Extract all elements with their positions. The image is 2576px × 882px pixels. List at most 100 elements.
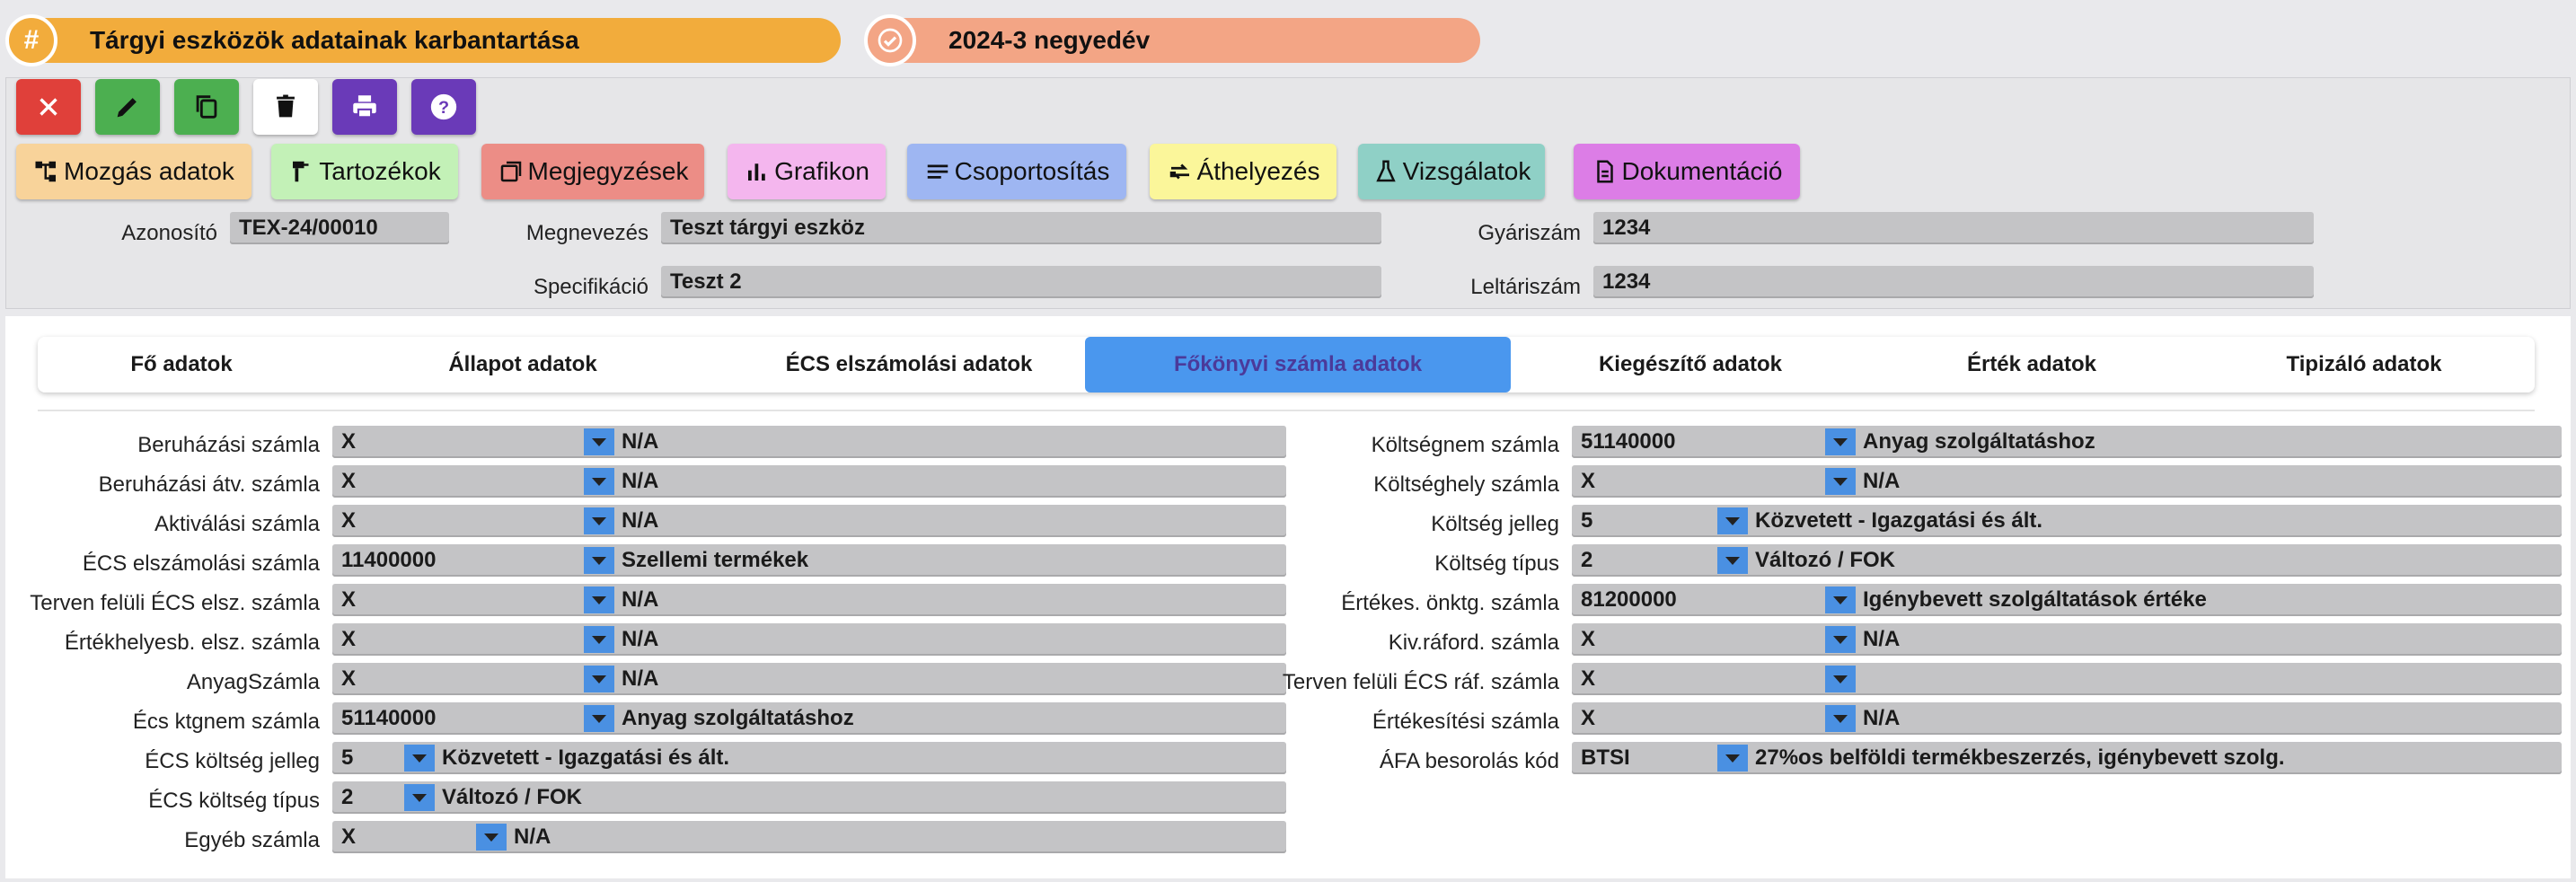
account-select[interactable]: X N/A xyxy=(332,465,1286,498)
serial-number-field[interactable]: 1234 xyxy=(1593,212,2314,244)
dropdown-arrow-icon[interactable] xyxy=(476,824,507,851)
dropdown-arrow-icon[interactable] xyxy=(1825,587,1856,613)
tab-status-data[interactable]: Állapot adatok xyxy=(448,352,597,376)
account-row-label: Költségnem számla xyxy=(1371,433,1559,457)
help-button[interactable]: ? xyxy=(411,79,476,135)
dropdown-arrow-icon[interactable] xyxy=(1825,626,1856,653)
documentation-label: Dokumentáció xyxy=(1621,157,1783,185)
account-select[interactable]: X N/A xyxy=(1572,623,2562,656)
tab-divider xyxy=(38,410,2535,411)
dropdown-arrow-icon[interactable] xyxy=(1825,666,1856,692)
dropdown-arrow-icon[interactable] xyxy=(404,784,435,811)
bar-chart-icon xyxy=(748,163,765,181)
inspections-button[interactable]: Vizsgálatok xyxy=(1358,144,1545,199)
tab-main-data[interactable]: Fő adatok xyxy=(130,352,233,376)
dropdown-arrow-icon[interactable] xyxy=(584,666,614,692)
accessories-button[interactable]: Tartozékok xyxy=(271,144,458,199)
tab-typing-data[interactable]: Tipizáló adatok xyxy=(2286,352,2442,376)
close-icon xyxy=(40,98,57,116)
account-select[interactable]: BTSI 27%os belföldi termékbeszerzés, igén… xyxy=(1572,742,2562,774)
dropdown-arrow-icon[interactable] xyxy=(584,587,614,613)
account-select[interactable]: X N/A xyxy=(332,505,1286,537)
notes-button[interactable]: Megjegyzések xyxy=(481,144,704,199)
account-select[interactable]: X N/A xyxy=(332,821,1286,853)
account-select[interactable]: 11400000 Szellemi termékek xyxy=(332,544,1286,577)
account-select[interactable]: 2 Változó / FOK xyxy=(332,781,1286,814)
account-code: X xyxy=(341,627,357,651)
movement-data-label: Mozgás adatok xyxy=(64,157,234,185)
asset-id-field[interactable]: TEX-24/00010 xyxy=(230,212,449,244)
delete-button[interactable] xyxy=(253,79,318,135)
dropdown-arrow-icon[interactable] xyxy=(1717,507,1748,534)
dropdown-arrow-icon[interactable] xyxy=(584,626,614,653)
account-code: X xyxy=(341,666,357,691)
account-select[interactable]: 51140000 Anyag szolgáltatáshoz xyxy=(332,702,1286,735)
account-row-label: Kiv.ráford. számla xyxy=(1388,631,1559,655)
edit-button[interactable] xyxy=(95,79,160,135)
account-select[interactable]: X N/A xyxy=(332,663,1286,695)
account-code: 5 xyxy=(341,745,354,770)
dropdown-arrow-icon[interactable] xyxy=(1825,705,1856,732)
dropdown-arrow-icon[interactable] xyxy=(584,547,614,574)
account-description: N/A xyxy=(622,429,659,454)
asset-id-label: Azonosító xyxy=(121,221,217,245)
account-select[interactable]: 51140000 Anyag szolgáltatáshoz xyxy=(1572,426,2562,458)
check-badge-icon xyxy=(864,14,916,66)
account-select[interactable]: X N/A xyxy=(332,584,1286,616)
account-select[interactable]: 5 Közvetett - Igazgatási és ált. xyxy=(332,742,1286,774)
dropdown-arrow-icon[interactable] xyxy=(584,507,614,534)
documentation-button[interactable]: Dokumentáció xyxy=(1574,144,1800,199)
svg-text:?: ? xyxy=(438,98,449,118)
asset-name-field[interactable]: Teszt tárgyi eszköz xyxy=(661,212,1381,244)
account-code: X xyxy=(341,825,357,849)
account-select[interactable]: X N/A xyxy=(332,623,1286,656)
account-select[interactable]: 81200000 Igénybevett szolgáltatások érték… xyxy=(1572,584,2562,616)
account-row-label: Beruházási számla xyxy=(137,433,320,457)
relocation-label: Áthelyezés xyxy=(1196,157,1320,185)
account-row-label: Költséghely számla xyxy=(1373,472,1559,497)
account-row-label: Terven felüli ÉCS ráf. számla xyxy=(1282,670,1559,694)
module-title: Tárgyi eszközök adatainak karbantartása xyxy=(90,26,579,54)
account-code: BTSI xyxy=(1581,745,1630,770)
account-code: X xyxy=(1581,627,1596,651)
dropdown-arrow-icon[interactable] xyxy=(404,745,435,772)
account-code: X xyxy=(1581,666,1596,691)
account-description: Közvetett - Igazgatási és ált. xyxy=(442,745,730,770)
copy-button[interactable] xyxy=(174,79,239,135)
account-select[interactable]: 5 Közvetett - Igazgatási és ált. xyxy=(1572,505,2562,537)
notes-icon xyxy=(500,161,521,182)
hash-icon: # xyxy=(5,14,57,66)
dropdown-arrow-icon[interactable] xyxy=(584,468,614,495)
close-button[interactable] xyxy=(16,79,81,135)
dropdown-arrow-icon[interactable] xyxy=(1717,547,1748,574)
account-select[interactable]: X N/A xyxy=(1572,702,2562,735)
inventory-number-field[interactable]: 1234 xyxy=(1593,266,2314,298)
account-row-label: Egyéb számla xyxy=(184,828,320,852)
account-select[interactable]: X xyxy=(1572,663,2562,695)
dropdown-arrow-icon[interactable] xyxy=(1825,468,1856,495)
grouping-button[interactable]: Csoportosítás xyxy=(907,144,1126,199)
print-button[interactable] xyxy=(332,79,397,135)
account-select[interactable]: 2 Változó / FOK xyxy=(1572,544,2562,577)
tab-depreciation-data[interactable]: ÉCS elszámolási adatok xyxy=(785,352,1033,376)
account-select[interactable]: X N/A xyxy=(1572,465,2562,498)
tab-ledger-accounts[interactable]: Főkönyvi számla adatok xyxy=(1085,337,1511,392)
dropdown-arrow-icon[interactable] xyxy=(1825,428,1856,455)
hierarchy-icon xyxy=(35,161,57,182)
account-description: N/A xyxy=(1863,706,1901,730)
dropdown-arrow-icon[interactable] xyxy=(1717,745,1748,772)
period-pill[interactable]: 2024-3 negyedév xyxy=(864,14,1480,66)
account-row-label: Értékesítési számla xyxy=(1372,710,1559,734)
dropdown-arrow-icon[interactable] xyxy=(584,428,614,455)
account-row-label: Terven felüli ÉCS elsz. számla xyxy=(30,591,320,615)
specification-field[interactable]: Teszt 2 xyxy=(661,266,1381,298)
dropdown-arrow-icon[interactable] xyxy=(584,705,614,732)
relocation-button[interactable]: Áthelyezés xyxy=(1150,144,1337,199)
account-description: Közvetett - Igazgatási és ált. xyxy=(1755,508,2043,533)
account-code: 51140000 xyxy=(1581,429,1676,454)
tab-supplementary-data[interactable]: Kiegészítő adatok xyxy=(1598,352,1783,376)
account-select[interactable]: X N/A xyxy=(332,426,1286,458)
movement-data-button[interactable]: Mozgás adatok xyxy=(16,144,251,199)
tab-value-data[interactable]: Érték adatok xyxy=(1966,352,2097,376)
chart-button[interactable]: Grafikon xyxy=(728,144,886,199)
